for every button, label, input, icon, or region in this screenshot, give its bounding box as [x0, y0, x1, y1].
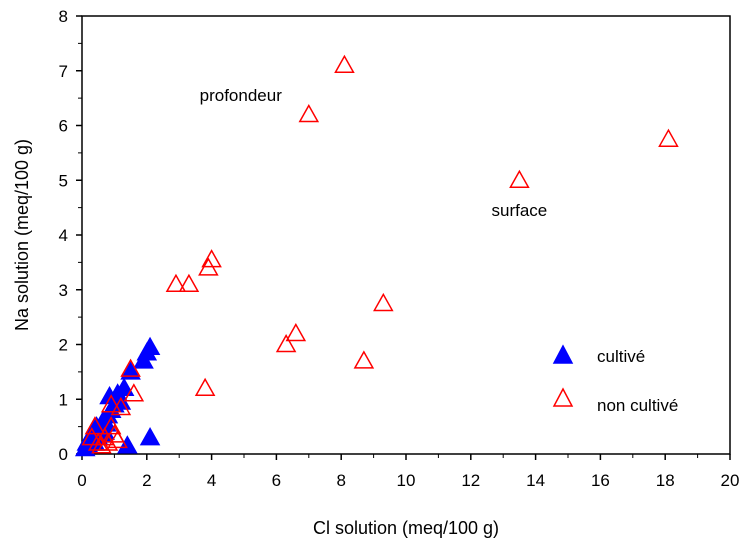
data-point-non-cultive [123, 383, 145, 402]
legend-label-non-cultive: non cultivé [597, 396, 678, 415]
legend-label-cultive: cultivé [597, 347, 645, 366]
y-tick-label: 7 [59, 62, 68, 81]
x-tick-label: 8 [336, 471, 345, 490]
y-tick-label: 2 [59, 336, 68, 355]
legend: cultivé non cultivé [552, 344, 678, 415]
x-tick-label: 18 [656, 471, 675, 490]
x-tick-label: 10 [397, 471, 416, 490]
y-axis-label: Na solution (meq/100 g) [12, 139, 32, 331]
x-tick-label: 20 [721, 471, 740, 490]
y-tick-label: 3 [59, 281, 68, 300]
data-point-non-cultive [658, 128, 679, 147]
data-point-non-cultive [178, 273, 200, 293]
data-point-non-cultive [110, 396, 132, 416]
data-point-non-cultive [107, 429, 128, 449]
data-point-cultive [139, 427, 161, 446]
data-point-non-cultive [84, 416, 106, 435]
x-tick-label: 4 [207, 471, 216, 490]
data-point-non-cultive [100, 394, 122, 413]
data-point-cultive [139, 336, 161, 355]
legend-marker-non-cultive [552, 387, 574, 407]
y-tick-label: 4 [59, 226, 68, 245]
y-tick-label: 5 [59, 171, 68, 190]
data-points [74, 54, 679, 457]
y-tick-label: 1 [59, 390, 68, 409]
y-axis-ticks: 0 1 2 3 4 5 6 7 8 [59, 7, 82, 464]
data-point-non-cultive [120, 358, 141, 377]
data-point-non-cultive [298, 104, 320, 123]
data-point-non-cultive [285, 323, 307, 342]
x-tick-label: 2 [142, 471, 151, 490]
y-tick-label: 6 [59, 117, 68, 136]
data-point-non-cultive [373, 292, 394, 312]
x-tick-label: 16 [591, 471, 610, 490]
plot-area-frame [81, 15, 731, 455]
x-tick-label: 0 [77, 471, 86, 490]
data-point-cultive [113, 377, 135, 397]
x-tick-label: 14 [526, 471, 545, 490]
legend-marker-cultive [552, 344, 574, 364]
x-axis-ticks: 0 2 4 6 8 10 12 14 16 18 20 [77, 454, 739, 490]
x-tick-label: 12 [461, 471, 480, 490]
data-point-non-cultive [334, 54, 355, 74]
y-tick-label: 0 [59, 445, 68, 464]
data-point-non-cultive [201, 249, 222, 268]
annotation-profondeur: profondeur [200, 86, 283, 105]
data-point-non-cultive [353, 350, 375, 369]
data-point-non-cultive [275, 333, 297, 353]
data-point-cultive [120, 361, 141, 380]
annotation-surface: surface [492, 201, 548, 220]
data-point-non-cultive [100, 416, 122, 435]
data-point-non-cultive [194, 377, 216, 397]
data-point-cultive [117, 435, 138, 454]
data-point-non-cultive [509, 169, 530, 188]
y-tick-label: 8 [59, 7, 68, 26]
x-tick-label: 6 [272, 471, 281, 490]
data-point-non-cultive [165, 273, 187, 293]
x-axis-label: Cl solution (meq/100 g) [313, 518, 499, 538]
